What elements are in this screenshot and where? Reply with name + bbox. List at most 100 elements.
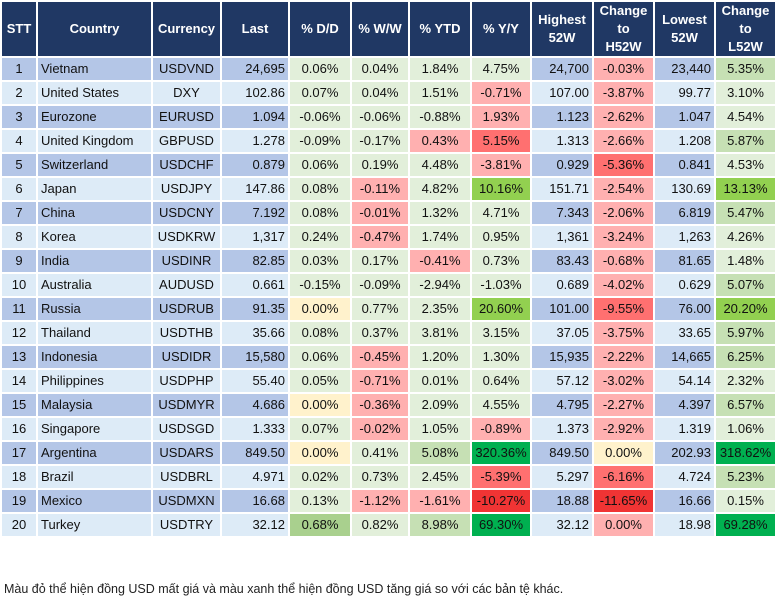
cell-pct-ww: 0.19%	[350, 152, 410, 178]
cell-pct-ww: -0.02%	[350, 416, 410, 442]
cell-pct-ytd: -2.94%	[408, 272, 472, 298]
cell-country: China	[36, 200, 153, 226]
cell-stt: 4	[0, 128, 38, 154]
cell-change-to-l52w: 1.48%	[714, 248, 777, 274]
cell-change-to-h52w: -4.02%	[592, 272, 655, 298]
cell-pct-ww: 0.37%	[350, 320, 410, 346]
cell-last: 1,317	[220, 224, 290, 250]
cell-change-to-h52w: -3.87%	[592, 80, 655, 106]
cell-pct-dd: 0.06%	[288, 56, 352, 82]
cell-pct-ww: -0.06%	[350, 104, 410, 130]
cell-highest-52w: 107.00	[530, 80, 594, 106]
table-row: 17 Argentina USDARS 849.50 0.00% 0.41% 5.08% 32…	[0, 440, 777, 466]
cell-pct-yy: -0.71%	[470, 80, 532, 106]
cell-lowest-52w: 6.819	[653, 200, 716, 226]
cell-change-to-h52w: -2.54%	[592, 176, 655, 202]
header-stt: STT	[0, 0, 38, 58]
cell-lowest-52w: 54.14	[653, 368, 716, 394]
header-change-to-l52w: Change to L52W	[714, 0, 777, 58]
cell-lowest-52w: 23,440	[653, 56, 716, 82]
header-lowest-52w: Lowest 52W	[653, 0, 716, 58]
cell-pct-ww: 0.17%	[350, 248, 410, 274]
cell-country: Switzerland	[36, 152, 153, 178]
cell-last: 0.879	[220, 152, 290, 178]
cell-lowest-52w: 202.93	[653, 440, 716, 466]
header-currency: Currency	[151, 0, 222, 58]
cell-currency: USDPHP	[151, 368, 222, 394]
cell-highest-52w: 1.123	[530, 104, 594, 130]
table-row: 16 Singapore USDSGD 1.333 0.07% -0.02% 1.05% -0…	[0, 416, 777, 442]
cell-pct-yy: 1.93%	[470, 104, 532, 130]
cell-stt: 16	[0, 416, 38, 442]
cell-change-to-l52w: 0.15%	[714, 488, 777, 514]
table-row: 7 China USDCNY 7.192 0.08% -0.01% 1.32% 4.71% 7.…	[0, 200, 777, 226]
cell-last: 35.66	[220, 320, 290, 346]
cell-currency: USDTRY	[151, 512, 222, 538]
cell-highest-52w: 1.373	[530, 416, 594, 442]
table-row: 9 India USDINR 82.85 0.03% 0.17% -0.41% 0.73% 83…	[0, 248, 777, 274]
header-row: STT Country Currency Last% D/D% W/W% YTD% Y…	[0, 0, 777, 58]
cell-stt: 17	[0, 440, 38, 466]
cell-pct-ww: 0.41%	[350, 440, 410, 466]
currency-table: STT Country Currency Last% D/D% W/W% YTD% Y…	[0, 0, 777, 538]
cell-pct-ytd: -0.88%	[408, 104, 472, 130]
cell-change-to-h52w: -2.06%	[592, 200, 655, 226]
cell-change-to-l52w: 5.07%	[714, 272, 777, 298]
cell-highest-52w: 151.71	[530, 176, 594, 202]
cell-change-to-h52w: -0.68%	[592, 248, 655, 274]
cell-highest-52w: 5.297	[530, 464, 594, 490]
cell-pct-ytd: 1.51%	[408, 80, 472, 106]
table-row: 8 Korea USDKRW 1,317 0.24% -0.47% 1.74% 0.95% 1,…	[0, 224, 777, 250]
cell-stt: 20	[0, 512, 38, 538]
cell-pct-yy: 0.95%	[470, 224, 532, 250]
cell-change-to-h52w: 0.00%	[592, 440, 655, 466]
cell-pct-dd: 0.00%	[288, 392, 352, 418]
cell-country: Russia	[36, 296, 153, 322]
cell-last: 1.094	[220, 104, 290, 130]
cell-currency: USDMXN	[151, 488, 222, 514]
cell-pct-ww: -0.01%	[350, 200, 410, 226]
cell-country: Australia	[36, 272, 153, 298]
cell-last: 0.661	[220, 272, 290, 298]
table-row: 2 United States DXY 102.86 0.07% 0.04% 1.51% -0…	[0, 80, 777, 106]
cell-change-to-l52w: 5.97%	[714, 320, 777, 346]
cell-last: 82.85	[220, 248, 290, 274]
cell-lowest-52w: 1,263	[653, 224, 716, 250]
cell-stt: 1	[0, 56, 38, 82]
cell-highest-52w: 57.12	[530, 368, 594, 394]
table-row: 6 Japan USDJPY 147.86 0.08% -0.11% 4.82% 10.16%…	[0, 176, 777, 202]
cell-change-to-l52w: 1.06%	[714, 416, 777, 442]
cell-lowest-52w: 0.841	[653, 152, 716, 178]
cell-currency: GBPUSD	[151, 128, 222, 154]
cell-lowest-52w: 33.65	[653, 320, 716, 346]
cell-change-to-l52w: 3.10%	[714, 80, 777, 106]
cell-pct-dd: 0.08%	[288, 176, 352, 202]
cell-pct-dd: -0.09%	[288, 128, 352, 154]
cell-stt: 14	[0, 368, 38, 394]
cell-highest-52w: 37.05	[530, 320, 594, 346]
cell-currency: AUDUSD	[151, 272, 222, 298]
cell-currency: USDJPY	[151, 176, 222, 202]
cell-change-to-h52w: -2.27%	[592, 392, 655, 418]
cell-lowest-52w: 130.69	[653, 176, 716, 202]
cell-last: 16.68	[220, 488, 290, 514]
cell-pct-ww: -0.45%	[350, 344, 410, 370]
cell-country: Vietnam	[36, 56, 153, 82]
cell-stt: 15	[0, 392, 38, 418]
cell-currency: USDINR	[151, 248, 222, 274]
cell-pct-yy: 4.75%	[470, 56, 532, 82]
cell-highest-52w: 0.689	[530, 272, 594, 298]
cell-pct-dd: 0.68%	[288, 512, 352, 538]
cell-pct-ww: -0.36%	[350, 392, 410, 418]
cell-pct-dd: -0.06%	[288, 104, 352, 130]
cell-stt: 18	[0, 464, 38, 490]
cell-country: India	[36, 248, 153, 274]
cell-pct-ww: -1.12%	[350, 488, 410, 514]
cell-pct-ytd: 4.82%	[408, 176, 472, 202]
cell-pct-ytd: 5.08%	[408, 440, 472, 466]
cell-lowest-52w: 18.98	[653, 512, 716, 538]
cell-pct-ww: -0.17%	[350, 128, 410, 154]
cell-lowest-52w: 76.00	[653, 296, 716, 322]
cell-pct-yy: 69.30%	[470, 512, 532, 538]
cell-lowest-52w: 1.319	[653, 416, 716, 442]
